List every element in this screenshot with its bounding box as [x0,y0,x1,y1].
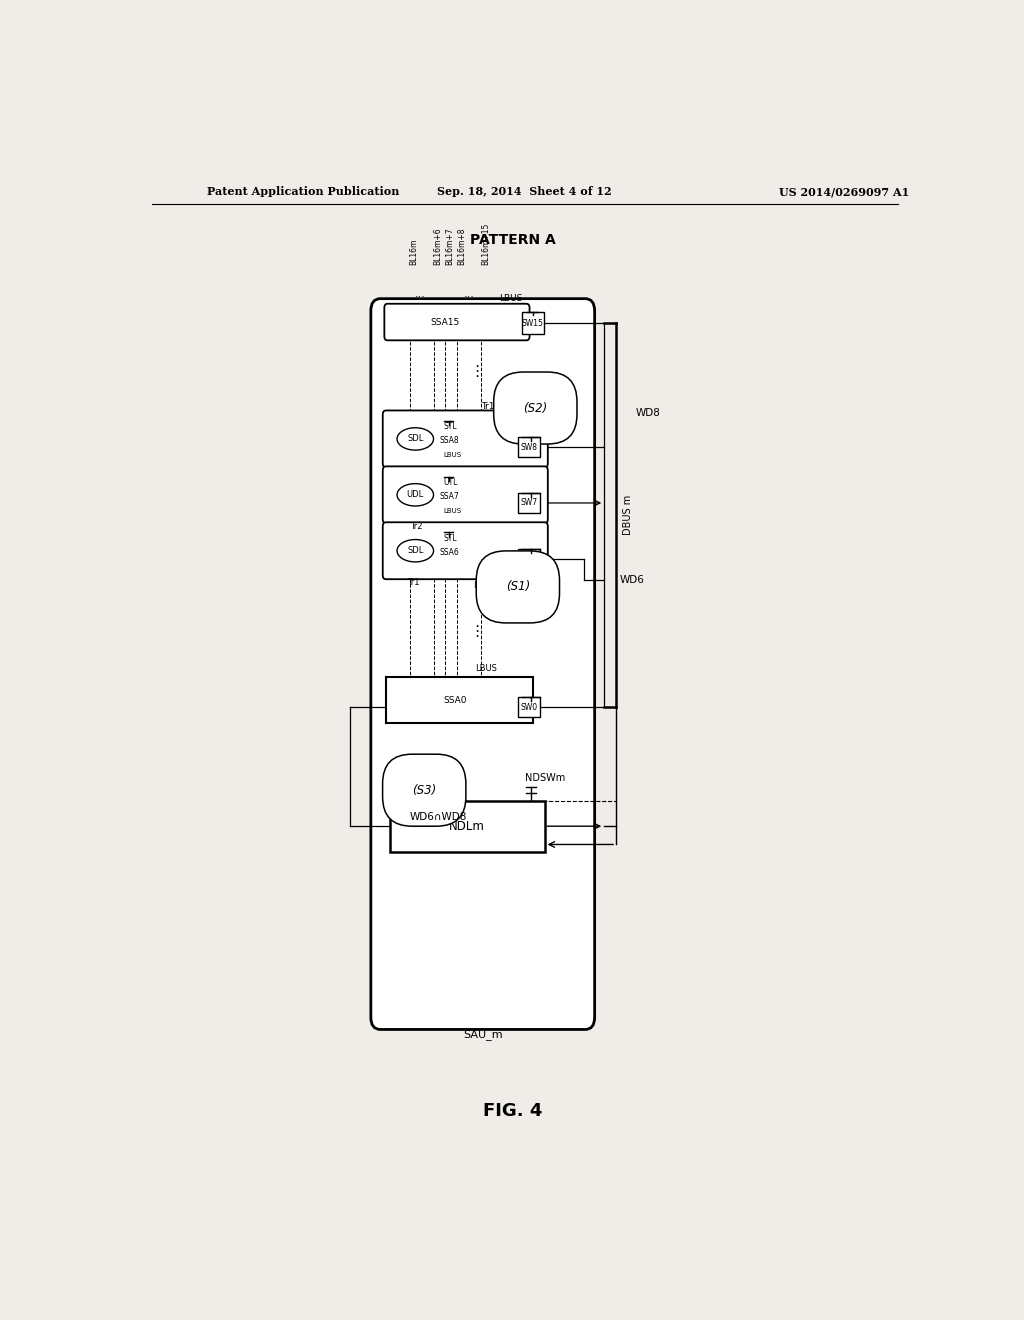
Text: LBUS: LBUS [475,664,498,673]
Ellipse shape [397,483,433,506]
Text: UDL: UDL [407,490,424,499]
Text: Patent Application Publication: Patent Application Publication [207,186,399,198]
Text: SSA8: SSA8 [439,437,459,445]
Text: SSA6: SSA6 [439,548,459,557]
Text: LBUS: LBUS [443,508,462,513]
Text: STL: STL [443,535,457,543]
Text: SW6: SW6 [520,554,538,564]
Text: LBUS: LBUS [500,294,523,304]
Text: DBUS m: DBUS m [623,495,633,536]
Bar [518,549,540,569]
Ellipse shape [397,540,433,562]
Text: SDL: SDL [408,546,424,556]
Text: UTL: UTL [443,478,458,487]
Text: (S3): (S3) [412,784,436,797]
Text: SW0: SW0 [520,702,538,711]
Text: NDLm: NDLm [449,820,484,833]
Text: BL16m+8: BL16m+8 [458,227,466,265]
Ellipse shape [397,428,433,450]
Text: PATTERN A: PATTERN A [470,232,556,247]
Text: Tr2: Tr2 [410,523,422,531]
FancyBboxPatch shape [371,298,595,1030]
Bar [518,697,540,718]
Bar [518,437,540,457]
Text: SW7: SW7 [520,499,538,507]
Bar [521,312,544,334]
Bar [390,801,545,851]
Text: US 2014/0269097 A1: US 2014/0269097 A1 [778,186,909,198]
Text: (S1): (S1) [506,581,530,594]
Text: ...: ... [464,289,475,298]
Text: FIG. 4: FIG. 4 [483,1102,543,1119]
Text: NDSWm: NDSWm [524,774,565,783]
Text: LBUS: LBUS [443,453,462,458]
Text: SW8: SW8 [520,442,538,451]
Text: BL16m+6: BL16m+6 [433,227,442,265]
Bar [518,492,540,513]
FancyBboxPatch shape [383,523,548,579]
Text: BL16m+15: BL16m+15 [481,223,490,265]
Text: ⋮: ⋮ [470,364,484,379]
Text: Sep. 18, 2014  Sheet 4 of 12: Sep. 18, 2014 Sheet 4 of 12 [437,186,612,198]
Text: SSA7: SSA7 [439,492,459,502]
Text: WD6∩WD8: WD6∩WD8 [410,812,467,822]
Text: SAU_m: SAU_m [463,1030,503,1040]
Text: BL16m: BL16m [410,239,419,265]
Text: (S2): (S2) [523,401,548,414]
Text: WD6: WD6 [432,768,456,779]
Text: SSA0: SSA0 [443,696,467,705]
Text: ...: ... [415,289,426,298]
FancyBboxPatch shape [383,411,548,467]
Text: Tr1: Tr1 [408,578,420,587]
Text: SDL: SDL [408,434,424,444]
Text: SSA15: SSA15 [431,318,460,326]
Text: Tr1: Tr1 [481,401,495,411]
FancyBboxPatch shape [383,466,548,523]
Text: ⋮: ⋮ [470,623,484,639]
Text: SW15: SW15 [522,318,544,327]
Text: LBUS: LBUS [473,581,495,590]
Bar [386,677,532,722]
FancyBboxPatch shape [384,304,529,341]
Text: BL16m+7: BL16m+7 [445,227,455,265]
Text: WD6: WD6 [620,576,645,585]
Text: WD8: WD8 [636,408,660,417]
Text: STL: STL [443,422,457,432]
